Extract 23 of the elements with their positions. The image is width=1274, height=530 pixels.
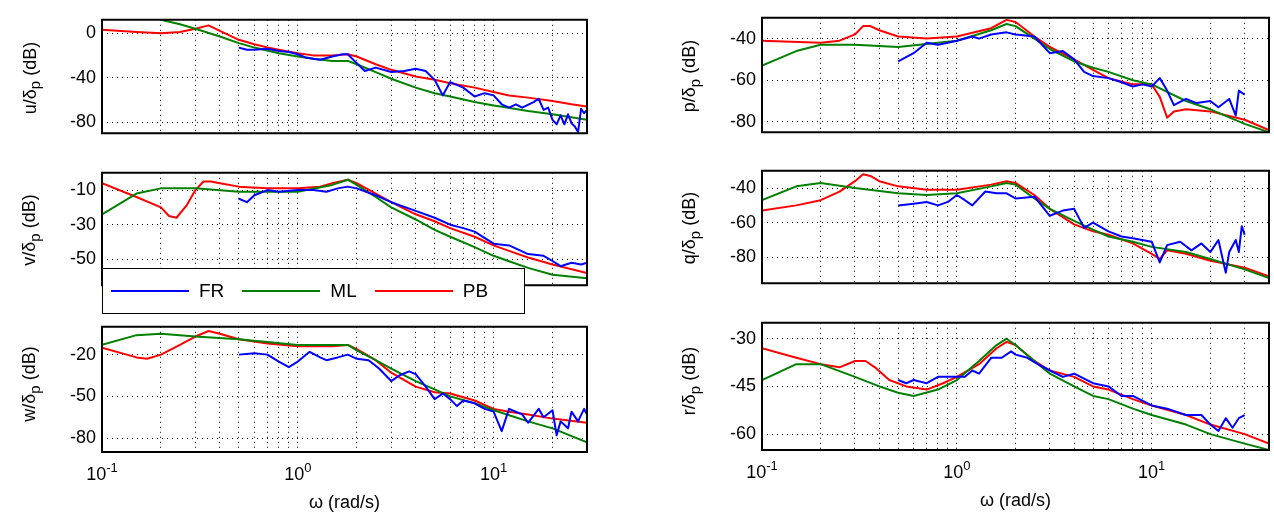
y-tick-label: -60 (729, 211, 756, 232)
y-tick-label: -80 (729, 246, 756, 267)
x-axis-title: ω (rad/s) (978, 490, 1053, 511)
y-tick-label: -40 (729, 27, 756, 48)
y-tick-label: -40 (729, 177, 756, 198)
legend-label: ML (330, 280, 357, 302)
x-axis-title: ω (rad/s) (307, 492, 382, 513)
y-tick-label: 0 (85, 22, 96, 43)
y-tick-label: -45 (729, 375, 756, 396)
y-tick-label: -20 (69, 343, 96, 364)
legend-label: PB (462, 280, 489, 302)
y-tick-label: -40 (69, 66, 96, 87)
y-tick-label: -60 (729, 423, 756, 444)
legend-label: FR (199, 280, 225, 302)
y-tick-label: -80 (729, 110, 756, 131)
y-tick-label: -30 (729, 327, 756, 348)
y-tick-label: -50 (69, 385, 96, 406)
y-tick-label: -10 (69, 179, 96, 200)
y-tick-label: -80 (69, 111, 96, 132)
y-tick-label: -30 (69, 213, 96, 234)
y-tick-label: -80 (69, 427, 96, 448)
y-tick-label: -60 (729, 69, 756, 90)
y-tick-label: -50 (69, 248, 96, 269)
